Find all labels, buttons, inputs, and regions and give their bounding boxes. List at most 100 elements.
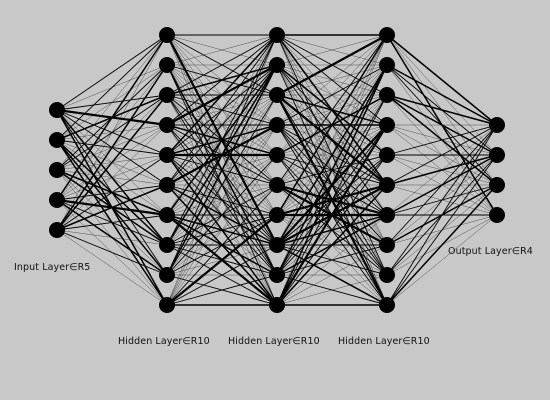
- edge-l3-9-2: [386, 184, 498, 306]
- input-node-1: [49, 132, 65, 148]
- edge-l2-8-0: [276, 34, 388, 276]
- hidden3-node-6: [379, 207, 395, 223]
- hidden3-node-5: [379, 177, 395, 193]
- edge-l1-3-0: [166, 34, 278, 126]
- hidden2-node-6: [269, 207, 285, 223]
- hidden1-node-5: [159, 177, 175, 193]
- edge-l1-1-0: [166, 34, 278, 66]
- hidden2-node-4: [269, 147, 285, 163]
- hidden1-node-2: [159, 87, 175, 103]
- hidden3-node-1: [379, 57, 395, 73]
- hidden1-node-1: [159, 57, 175, 73]
- edge-l3-2-0: [386, 94, 498, 126]
- edge-l3-8-0: [386, 124, 498, 276]
- edge-l3-6-0: [386, 124, 498, 216]
- edge-l2-9-1: [276, 64, 388, 306]
- edge-l0-4-1: [56, 64, 168, 231]
- edge-l2-7-0: [276, 34, 388, 246]
- edge-l3-0-0: [386, 34, 498, 126]
- hidden3-node-9: [379, 297, 395, 313]
- hidden2-node-0: [269, 27, 285, 43]
- edge-l3-1-0: [386, 64, 498, 126]
- edge-l3-5-0: [386, 124, 498, 186]
- hidden2-node-3: [269, 117, 285, 133]
- edge-l1-4-0: [166, 34, 278, 156]
- edge-l1-9-8: [166, 274, 278, 306]
- hidden3-node-7: [379, 237, 395, 253]
- edge-l0-4-4: [56, 154, 168, 231]
- hidden3-node-4: [379, 147, 395, 163]
- edge-l1-5-0: [166, 34, 278, 186]
- edge-group: [56, 34, 498, 306]
- edge-l2-2-0: [276, 34, 388, 96]
- edge-l3-9-0: [386, 124, 498, 306]
- hidden1-node-9: [159, 297, 175, 313]
- edge-l0-2-0: [56, 34, 168, 171]
- edge-l2-9-8: [276, 274, 388, 306]
- hidden1-node-7: [159, 237, 175, 253]
- edge-l1-8-0: [166, 34, 278, 276]
- edge-l1-9-0: [166, 34, 278, 306]
- edge-l2-6-0: [276, 34, 388, 216]
- edge-l2-4-0: [276, 34, 388, 156]
- hidden3-node-8: [379, 267, 395, 283]
- hidden2-node-5: [269, 177, 285, 193]
- hidden1-node-0: [159, 27, 175, 43]
- edge-l2-9-3: [276, 124, 388, 306]
- edge-l2-9-4: [276, 154, 388, 306]
- edge-l1-9-6: [166, 214, 278, 306]
- edge-l1-9-2: [166, 94, 278, 306]
- hidden2-node-9: [269, 297, 285, 313]
- output-node-0: [489, 117, 505, 133]
- hidden2-node-2: [269, 87, 285, 103]
- edge-l0-4-5: [56, 184, 168, 231]
- edge-l1-9-3: [166, 124, 278, 306]
- edge-l2-3-0: [276, 34, 388, 126]
- input-layer-label: Input Layer∈R5: [14, 262, 91, 273]
- edge-l2-1-0: [276, 34, 388, 66]
- input-node-3: [49, 192, 65, 208]
- edge-l0-4-0: [56, 34, 168, 231]
- edge-l0-4-3: [56, 124, 168, 231]
- output-node-1: [489, 147, 505, 163]
- input-node-4: [49, 222, 65, 238]
- hidden-layer-1-label: Hidden Layer∈R10: [118, 336, 210, 347]
- edge-l3-7-0: [386, 124, 498, 246]
- hidden2-node-8: [269, 267, 285, 283]
- hidden1-node-6: [159, 207, 175, 223]
- edge-l2-9-7: [276, 244, 388, 306]
- hidden2-node-7: [269, 237, 285, 253]
- output-node-3: [489, 207, 505, 223]
- edge-l0-4-2: [56, 94, 168, 231]
- hidden3-node-3: [379, 117, 395, 133]
- edge-l1-9-5: [166, 184, 278, 306]
- edge-l0-4-7: [56, 229, 168, 246]
- node-group: [49, 27, 505, 313]
- output-layer-label: Output Layer∈R4: [448, 246, 533, 257]
- edge-l1-6-0: [166, 34, 278, 216]
- hidden3-node-0: [379, 27, 395, 43]
- hidden1-node-8: [159, 267, 175, 283]
- input-node-0: [49, 102, 65, 118]
- edge-l0-3-0: [56, 34, 168, 201]
- output-node-2: [489, 177, 505, 193]
- edge-l1-9-7: [166, 244, 278, 306]
- edge-l1-9-4: [166, 154, 278, 306]
- hidden1-node-3: [159, 117, 175, 133]
- edge-l2-5-0: [276, 34, 388, 186]
- edge-l0-4-6: [56, 214, 168, 231]
- hidden3-node-2: [379, 87, 395, 103]
- edge-l1-2-0: [166, 34, 278, 96]
- edge-l0-4-8: [56, 229, 168, 276]
- edge-l3-9-3: [386, 214, 498, 306]
- edge-l1-7-0: [166, 34, 278, 246]
- hidden1-node-4: [159, 147, 175, 163]
- hidden-layer-3-label: Hidden Layer∈R10: [338, 336, 430, 347]
- edge-l3-9-1: [386, 154, 498, 306]
- edge-l0-4-9: [56, 229, 168, 306]
- edge-l1-9-1: [166, 64, 278, 306]
- edge-l2-9-5: [276, 184, 388, 306]
- hidden-layer-2-label: Hidden Layer∈R10: [228, 336, 320, 347]
- edge-l2-9-0: [276, 34, 388, 306]
